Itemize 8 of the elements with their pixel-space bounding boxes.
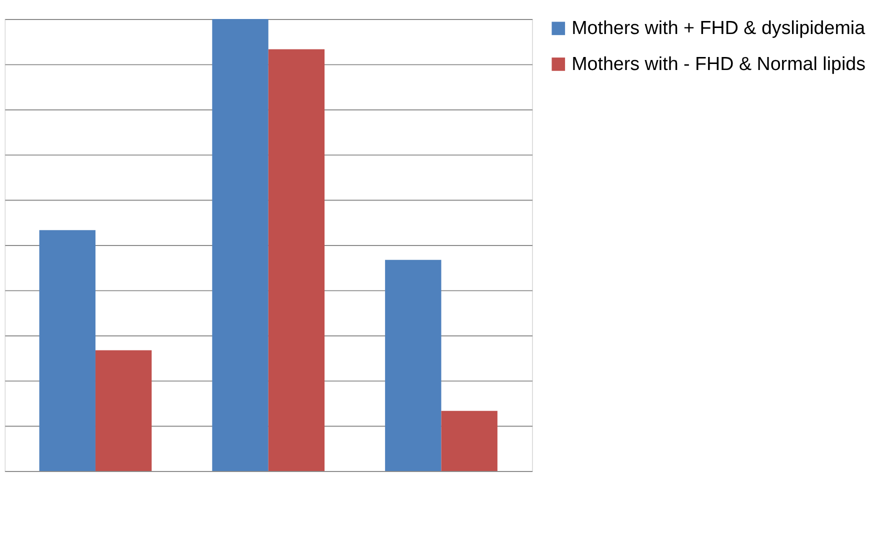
legend-label: Mothers with + FHD & dyslipidemia	[572, 17, 866, 38]
bar	[95, 350, 152, 471]
bar	[385, 260, 442, 471]
bar	[268, 49, 325, 471]
bar	[441, 410, 498, 471]
bar	[39, 230, 96, 471]
bar	[212, 19, 268, 471]
legend-label: Mothers with - FHD & Normal lipids	[572, 52, 866, 74]
